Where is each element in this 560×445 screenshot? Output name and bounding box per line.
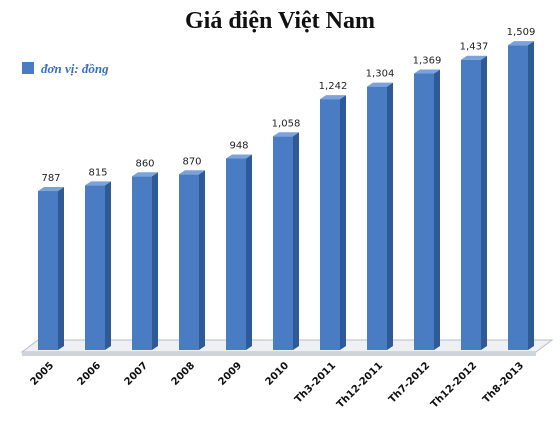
bar: [508, 45, 528, 350]
value-label: 1,242: [319, 81, 348, 92]
bar-top: [85, 181, 111, 186]
bar-side: [105, 181, 111, 350]
value-label: 1,369: [413, 55, 442, 66]
bar: [132, 176, 152, 350]
bar-side: [58, 187, 64, 350]
bar-top: [461, 55, 487, 60]
value-label: 815: [88, 167, 107, 178]
bar-top: [179, 170, 205, 175]
bar: [414, 73, 434, 350]
x-tick-label: Th7-2012: [387, 360, 432, 405]
x-tick-label: Th8-2013: [481, 360, 526, 405]
value-label: 1,304: [366, 69, 395, 80]
value-label: 948: [229, 141, 248, 152]
x-tick-label: Th12-2011: [335, 360, 385, 410]
bar-top: [320, 95, 346, 100]
value-label: 860: [135, 158, 154, 169]
bar-side: [340, 95, 346, 350]
bar-top: [414, 69, 440, 74]
chart-title: Giá điện Việt Nam: [185, 8, 375, 34]
x-tick-label: Th3-2011: [293, 360, 338, 405]
bar-top: [367, 82, 393, 87]
x-tick-label: 2009: [217, 360, 244, 387]
bar-side: [152, 172, 158, 350]
x-tick-label: 2010: [264, 360, 291, 387]
bar-top: [132, 172, 158, 177]
bar: [367, 86, 387, 350]
bar-top: [38, 187, 64, 192]
bar: [273, 136, 293, 350]
x-tick-label: 2005: [29, 360, 56, 387]
bar: [226, 158, 246, 350]
legend-label: đơn vị: đồng: [41, 61, 109, 76]
value-label: 1,509: [507, 27, 536, 38]
bar: [38, 191, 58, 350]
x-tick-label: 2008: [170, 360, 197, 387]
legend-swatch: [22, 62, 34, 74]
bar: [320, 99, 340, 350]
bar-top: [508, 41, 534, 46]
floor-edge: [22, 352, 536, 356]
bar: [461, 59, 481, 350]
bar-side: [199, 170, 205, 350]
bar-top: [226, 154, 252, 159]
bar-side: [528, 41, 534, 350]
x-tick-label: 2007: [123, 360, 150, 387]
bar-side: [293, 132, 299, 350]
bar-top: [273, 132, 299, 137]
value-label: 1,058: [272, 118, 301, 129]
bar: [85, 185, 105, 350]
x-tick-label: 2006: [76, 360, 103, 387]
bar-side: [434, 69, 440, 350]
bar-side: [387, 82, 393, 350]
x-tick-label: Th12-2012: [429, 360, 479, 410]
value-label: 870: [182, 156, 201, 167]
bar-side: [481, 55, 487, 350]
value-label: 787: [41, 173, 60, 184]
bar-side: [246, 154, 252, 350]
bar: [179, 174, 199, 350]
value-label: 1,437: [460, 42, 489, 53]
